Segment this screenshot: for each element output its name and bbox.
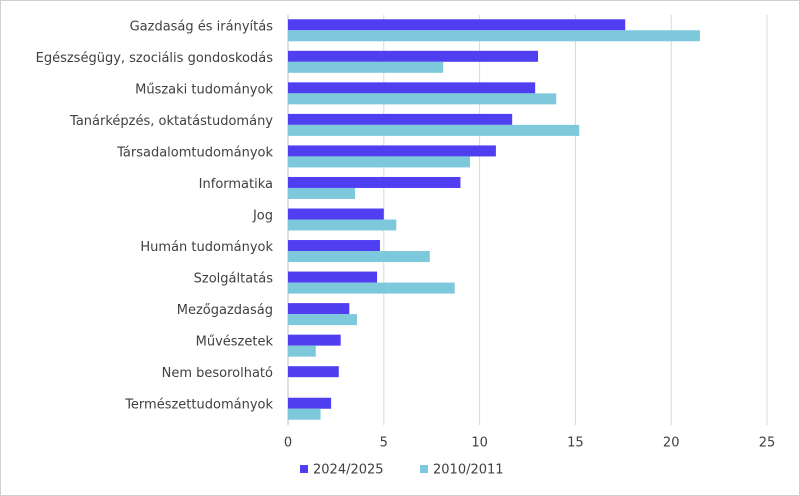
bar — [288, 145, 496, 157]
y-tick-label: Gazdaság és irányítás — [130, 19, 274, 34]
bar — [288, 314, 357, 326]
x-tick-label: 15 — [567, 436, 584, 451]
y-tick-label: Szolgáltatás — [194, 272, 274, 287]
x-tick-label: 10 — [471, 436, 488, 451]
y-tick-label: Tanárképzés, oktatástudomány — [69, 114, 273, 129]
bar — [288, 251, 430, 263]
bar — [288, 93, 557, 105]
bar — [288, 19, 626, 31]
x-tick-label: 0 — [284, 436, 292, 451]
bar — [288, 334, 341, 346]
y-tick-label: Mezőgazdaság — [177, 303, 273, 318]
bar — [288, 61, 444, 73]
bar — [288, 50, 539, 62]
y-tick-label: Műszaki tudományok — [135, 82, 273, 97]
bar — [288, 187, 356, 199]
bar — [288, 345, 316, 357]
legend-label: 2010/2011 — [433, 463, 504, 478]
bar — [288, 156, 471, 168]
bar — [288, 124, 580, 136]
bar — [288, 219, 397, 231]
y-tick-label: Társadalomtudományok — [116, 145, 273, 160]
bar — [288, 303, 350, 315]
bar — [288, 208, 384, 220]
bar — [288, 366, 339, 378]
y-tick-label: Jog — [252, 209, 273, 224]
bar — [288, 82, 536, 94]
legend-swatch — [420, 465, 428, 473]
x-tick-label: 20 — [663, 436, 680, 451]
y-tick-label: Humán tudományok — [140, 240, 273, 255]
y-tick-label: Informatika — [199, 177, 273, 192]
legend-label: 2024/2025 — [313, 463, 384, 478]
x-tick-label: 5 — [380, 436, 388, 451]
bar — [288, 408, 321, 420]
y-tick-label: Egészségügy, szociális gondoskodás — [36, 51, 274, 66]
y-tick-label: Természettudományok — [124, 398, 273, 413]
legend-swatch — [300, 465, 308, 473]
bar — [288, 30, 700, 42]
bar — [288, 282, 455, 294]
bar — [288, 397, 332, 409]
bar — [288, 176, 461, 188]
y-tick-label: Művészetek — [196, 335, 274, 350]
x-tick-label: 25 — [759, 436, 776, 451]
y-tick-label: Nem besorolható — [162, 366, 273, 381]
bar — [288, 271, 378, 283]
bar — [288, 113, 513, 125]
bar — [288, 240, 380, 252]
